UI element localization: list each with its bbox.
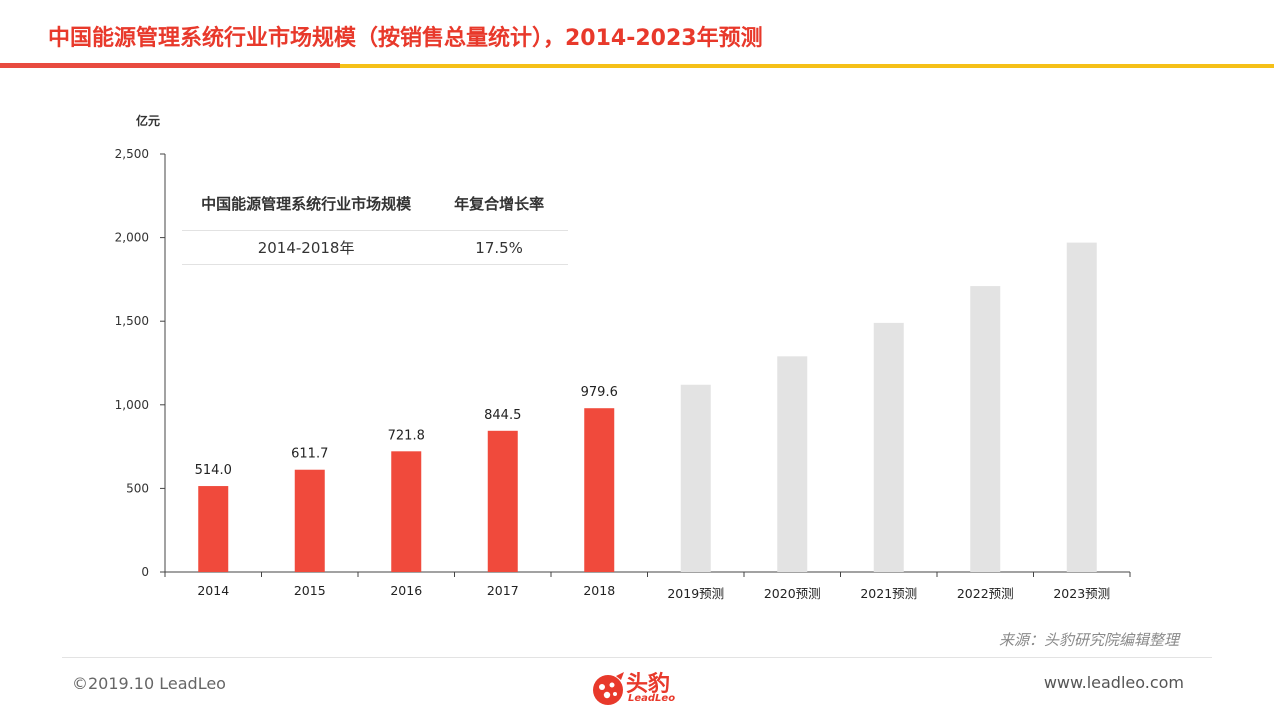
bar-forecast	[873, 322, 904, 572]
title-rule-yellow	[340, 64, 1274, 68]
leopard-icon	[593, 672, 624, 705]
x-tick-label: 2021预测	[860, 586, 917, 601]
logo-en-text: LeadLeo	[628, 693, 676, 704]
y-tick-label: 0	[141, 565, 149, 579]
x-tick-label: 2017	[487, 583, 519, 598]
y-tick-label: 1,000	[115, 398, 149, 412]
bar-actual	[487, 430, 518, 572]
page-title: 中国能源管理系统行业市场规模（按销售总量统计），2014-2023年预测	[48, 26, 763, 51]
x-tick-label: 2016	[390, 583, 422, 598]
cagr-table-header-market: 中国能源管理系统行业市场规模	[182, 176, 431, 231]
x-tick-label: 2023预测	[1053, 586, 1110, 601]
y-axis-label: 亿元	[136, 113, 160, 128]
cagr-table-period: 2014-2018年	[182, 230, 431, 265]
data-label: 979.6	[581, 385, 618, 400]
bar-actual	[391, 451, 422, 572]
y-tick-label: 2,500	[115, 147, 149, 161]
data-label: 514.0	[195, 463, 232, 478]
leadleo-logo: 头豹 LeadLeo	[588, 664, 698, 710]
source-note: 来源：头豹研究院编辑整理	[998, 631, 1179, 649]
cagr-table-header-cagr: 年复合增长率	[430, 176, 568, 231]
data-label: 721.8	[388, 428, 425, 443]
y-tick-label: 1,500	[115, 314, 149, 328]
data-label: 844.5	[484, 408, 521, 423]
title-rule-red	[0, 63, 340, 68]
website-link[interactable]: www.leadleo.com	[1043, 673, 1184, 692]
data-label: 611.7	[291, 447, 328, 462]
y-tick-label: 2,000	[115, 231, 149, 245]
bar-actual	[584, 408, 615, 572]
bar-actual	[198, 486, 229, 572]
bar-actual	[294, 469, 325, 572]
x-tick-label: 2015	[294, 583, 326, 598]
x-tick-label: 2022预测	[957, 586, 1014, 601]
bar-forecast	[680, 384, 711, 572]
cagr-table-rate: 17.5%	[430, 230, 568, 265]
x-tick-label: 2019预测	[667, 586, 724, 601]
table-row: 2014-2018年 17.5%	[182, 230, 568, 265]
x-tick-label: 2020预测	[764, 586, 821, 601]
bar-forecast	[777, 356, 808, 572]
logo-cn-text: 头豹	[626, 672, 671, 697]
cagr-table-header-row: 中国能源管理系统行业市场规模 年复合增长率	[182, 176, 568, 231]
copyright: ©2019.10 LeadLeo	[72, 674, 226, 693]
x-tick-label: 2018	[583, 583, 615, 598]
y-tick-label: 500	[126, 481, 149, 495]
x-tick-label: 2014	[197, 583, 229, 598]
cagr-table: 中国能源管理系统行业市场规模 年复合增长率 2014-2018年 17.5%	[182, 176, 568, 265]
bar-forecast	[1066, 242, 1097, 572]
bar-forecast	[970, 286, 1001, 572]
footer-divider	[62, 657, 1212, 658]
